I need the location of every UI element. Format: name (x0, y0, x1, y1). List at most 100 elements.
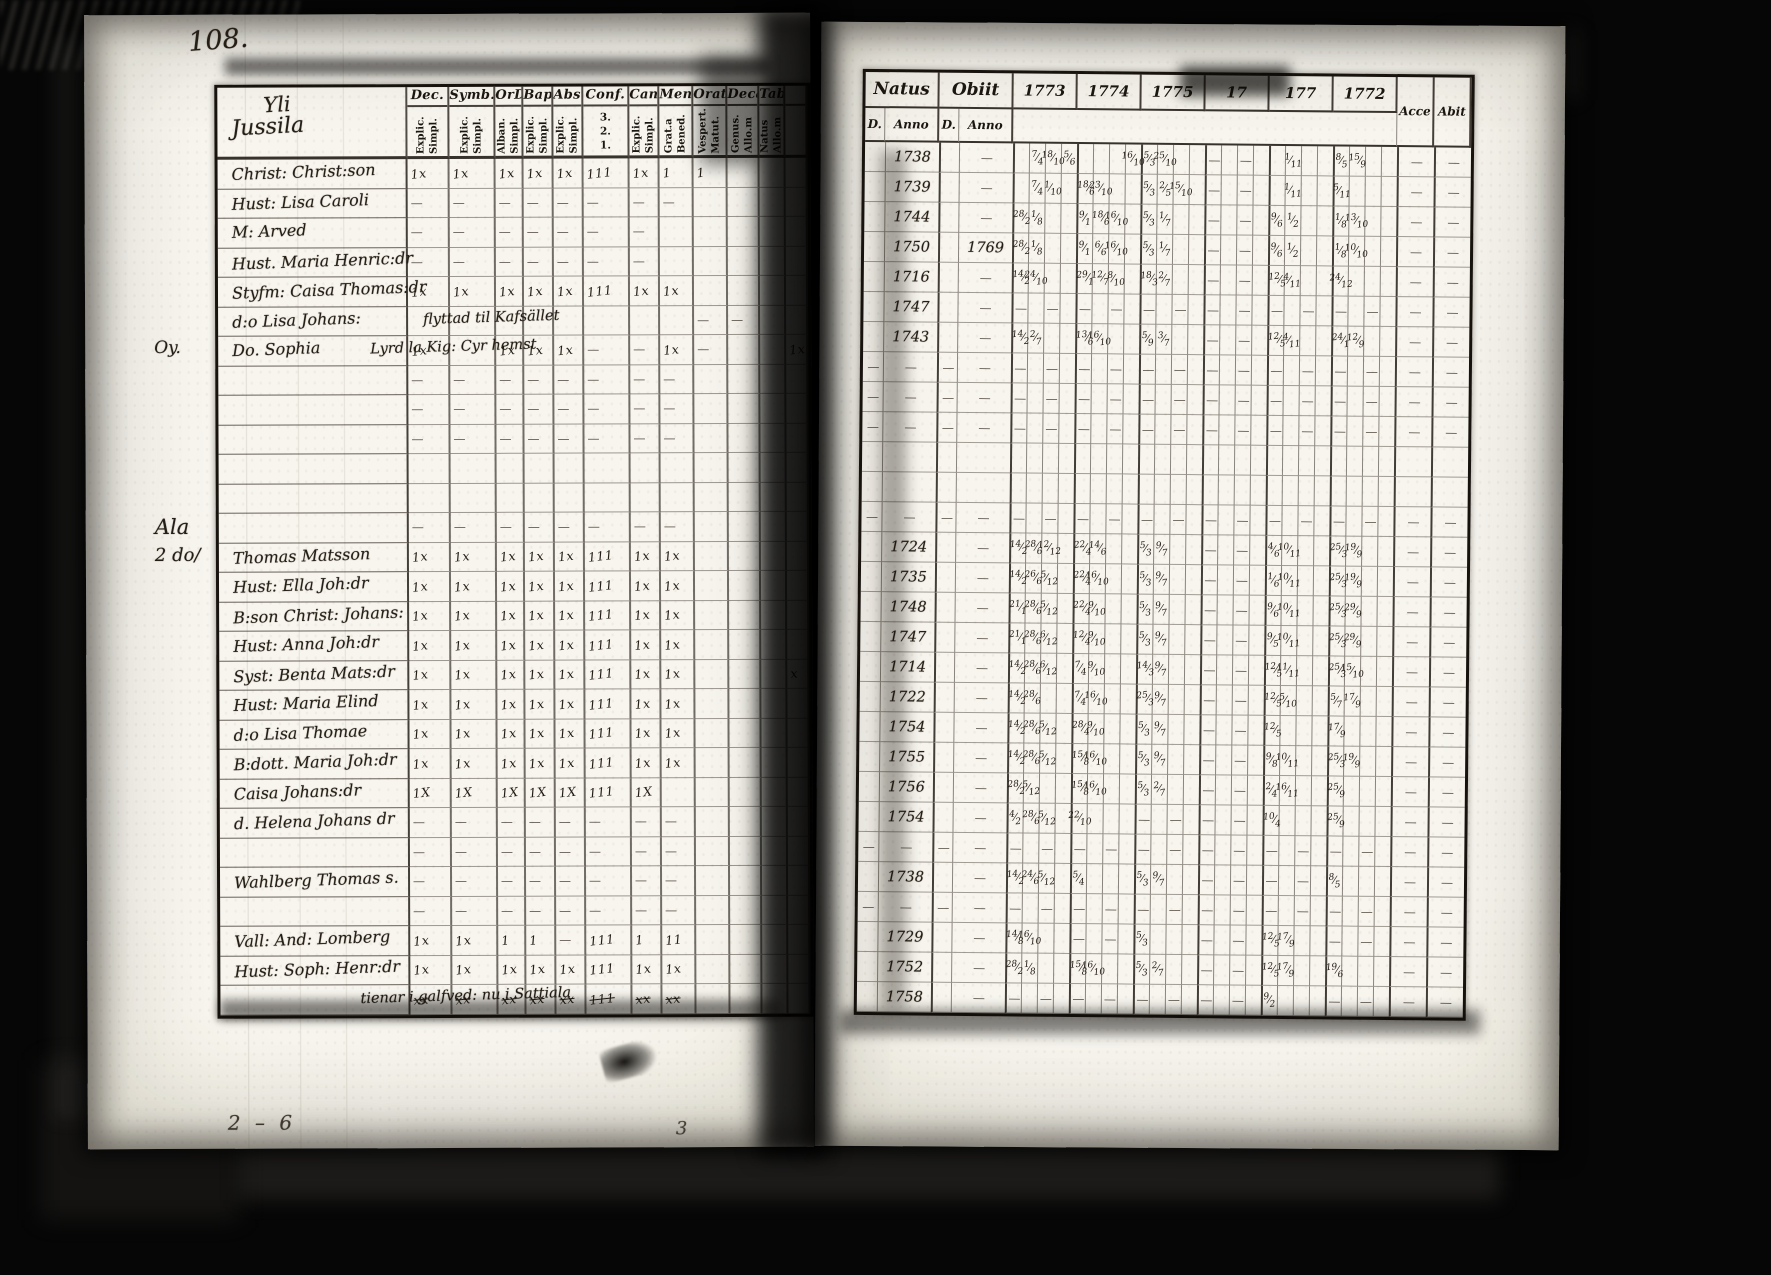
communion-date: 19 ⁄ 9 (1344, 542, 1363, 560)
mark-cell (761, 688, 788, 719)
communion-cell: 5 ⁄ 9 (1139, 324, 1156, 355)
dash-mark: — (1206, 304, 1219, 316)
page-number: 108. (187, 22, 250, 58)
dash-mark: — (1204, 574, 1216, 586)
natus-year-cell: 1722 (879, 682, 934, 713)
entry-name-cell: Vall: And: Lomberg (220, 926, 411, 957)
obiit-year-cell: — (956, 382, 1011, 414)
communion-cell (1188, 145, 1206, 176)
mark-cell (786, 452, 809, 483)
communion-cell: 12 ⁄ 5 (1261, 955, 1279, 986)
communion-cell (1358, 806, 1375, 837)
communion-cell: — (1107, 294, 1124, 325)
communion-date-month: 2 (1292, 249, 1299, 260)
dash-mark: — (1136, 993, 1148, 1005)
communion-cell (1103, 654, 1121, 685)
mark-cell: — (556, 925, 587, 956)
ledger-cell: — (1426, 897, 1464, 928)
mark-cell: 1x (450, 542, 497, 572)
mark-cell (450, 483, 497, 513)
mark-cell (759, 157, 786, 188)
dash-mark: — (410, 256, 422, 268)
communion-cell (1219, 235, 1237, 266)
mark-cell (729, 865, 763, 896)
mark-cell: x (787, 659, 810, 689)
communion-cell (1055, 713, 1072, 744)
mark-cell: — (553, 188, 584, 218)
mark-cell: — (496, 424, 525, 454)
communion-date-month: 10 (1180, 187, 1194, 199)
communion-date-month: 9 (1356, 549, 1363, 560)
communion-cell (1219, 265, 1236, 296)
mark-cell (496, 483, 525, 513)
communion-cell: — (1297, 506, 1314, 537)
column-sublabel: Vespert. Matut. (697, 108, 722, 154)
dash-mark: — (1365, 365, 1377, 377)
communion-cell: 25 ⁄ 3 (1328, 626, 1347, 657)
natus-year-cell: 1716 (883, 262, 938, 293)
column-header-blank (785, 85, 808, 158)
communion-cell: — (1362, 416, 1379, 447)
mark-cell: 1x (525, 748, 556, 779)
communion-cell: — (1106, 354, 1124, 385)
dash-mark: — (1204, 544, 1216, 556)
dash-mark: — (635, 904, 647, 916)
dash-mark: — (1234, 754, 1246, 766)
obiit-year-cell: — (958, 172, 1013, 204)
communion-cell: — (1232, 625, 1249, 656)
communion-date-day: 25 (1328, 601, 1341, 613)
communion-cell (1311, 746, 1328, 777)
communion-cell: — (1235, 325, 1252, 356)
communion-cell (1167, 684, 1184, 716)
dash-mark: — (1301, 365, 1313, 377)
dash-mark: — (1409, 276, 1421, 288)
communion-cell (1213, 895, 1230, 926)
communion-cell (1154, 354, 1172, 385)
entry-name: Wahlberg Thomas s. (233, 867, 399, 893)
ledger-cell: — (1428, 747, 1466, 778)
communion-date: 16 ⁄ 10 (1018, 929, 1042, 947)
mark-cell (730, 954, 763, 985)
communion-cell (1251, 295, 1268, 326)
communion-date-day: 16 (1083, 779, 1096, 791)
communion-date: 9 ⁄ 7 (1154, 630, 1167, 648)
mark-cell (729, 688, 762, 719)
mark-cell: — (583, 187, 630, 218)
communion-date-day: 25 (1328, 631, 1341, 643)
column-sublabel: Explic. Simpl. (415, 116, 440, 155)
dash-mark: — (980, 211, 992, 224)
dash-mark: — (1108, 513, 1120, 525)
communion-cell: 2 ⁄ 7 (1155, 264, 1172, 295)
entry-name-cell (218, 454, 409, 485)
communion-date-month: 10 (1093, 636, 1107, 648)
communion-cell (1248, 595, 1265, 626)
dash-mark: — (1207, 214, 1219, 226)
communion-cell (1212, 985, 1230, 1016)
communion-cell: 7 ⁄ 4 (1071, 653, 1089, 685)
mark-cell (630, 482, 661, 513)
ledger-cell: — (858, 831, 879, 863)
communion-date-month: 3 (1147, 667, 1155, 678)
mark-cell: — (497, 837, 526, 867)
communion-cell: — (1202, 415, 1219, 446)
communion-cell: — (1233, 505, 1250, 536)
ledger-cell (935, 532, 956, 563)
communion-cell: 17 ⁄ 9 (1343, 686, 1362, 717)
communion-date-month: 6 (1034, 696, 1042, 707)
communion-cell: — (1042, 413, 1059, 444)
dash-mark: — (1206, 334, 1218, 346)
communion-cell: — (1229, 955, 1246, 986)
dash-mark: — (1203, 664, 1215, 676)
communion-cell (1245, 925, 1262, 956)
communion-date: 14 ⁄ 2 (1011, 329, 1029, 347)
communion-cell (1364, 176, 1381, 207)
dash-mark: — (980, 151, 993, 164)
ledger-cell (937, 322, 958, 353)
entry-name-cell: d:o Lisa Thomae (219, 719, 410, 750)
communion-date-day: 14 (1007, 718, 1020, 730)
catechetical-mark: 1x (527, 754, 546, 772)
communion-cell: — (1101, 894, 1118, 925)
communion-date-month: 12 (1028, 786, 1041, 798)
dash-mark: — (862, 840, 874, 853)
communion-date: 23 ⁄ 10 (1089, 180, 1113, 198)
